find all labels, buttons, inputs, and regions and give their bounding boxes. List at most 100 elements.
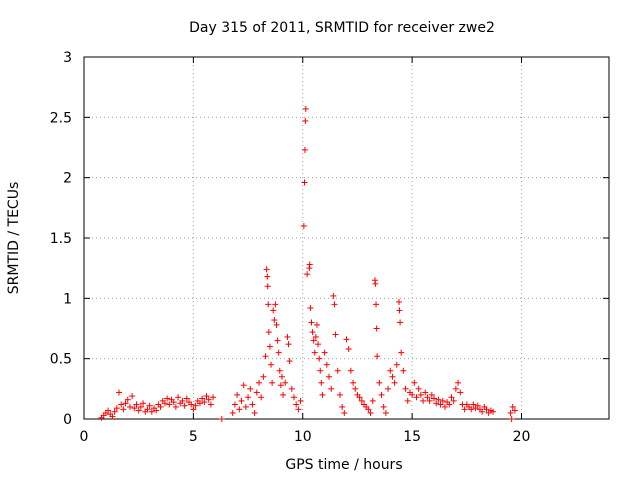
data-point xyxy=(372,280,379,287)
data-point xyxy=(378,391,385,398)
data-point xyxy=(262,353,269,360)
data-point xyxy=(126,403,133,410)
data-point xyxy=(411,379,418,386)
data-point xyxy=(275,349,282,356)
data-point xyxy=(318,379,325,386)
data-point xyxy=(245,394,252,401)
data-point xyxy=(317,367,324,374)
data-point xyxy=(339,403,346,410)
data-point xyxy=(265,301,272,308)
data-point xyxy=(188,401,195,408)
data-point xyxy=(131,405,138,412)
data-point xyxy=(269,379,276,386)
data-point xyxy=(352,385,359,392)
y-tick-label: 2 xyxy=(63,171,72,187)
data-point xyxy=(190,406,197,413)
data-point xyxy=(302,117,309,124)
data-point xyxy=(417,391,424,398)
data-point xyxy=(229,409,236,416)
data-point xyxy=(264,283,271,290)
x-tick-label: 5 xyxy=(189,429,198,445)
data-point xyxy=(511,407,518,414)
data-point xyxy=(389,373,396,380)
data-point xyxy=(413,394,420,401)
data-point xyxy=(263,266,270,273)
data-point xyxy=(288,385,295,392)
data-point xyxy=(175,394,182,401)
data-point xyxy=(148,408,155,415)
data-point xyxy=(321,349,328,356)
data-point xyxy=(205,396,212,403)
data-point xyxy=(369,397,376,404)
data-point xyxy=(192,402,199,409)
data-point xyxy=(122,400,129,407)
data-point xyxy=(278,373,285,380)
data-point xyxy=(234,391,241,398)
data-point xyxy=(271,317,278,324)
data-point xyxy=(310,337,317,344)
data-point xyxy=(422,389,429,396)
data-point xyxy=(509,403,516,410)
data-point xyxy=(196,400,203,407)
data-point xyxy=(483,406,490,413)
data-point xyxy=(304,271,311,278)
data-point xyxy=(118,401,125,408)
data-point xyxy=(268,361,275,368)
data-point xyxy=(396,298,402,305)
data-point xyxy=(286,358,293,365)
x-tick-label: 20 xyxy=(513,429,531,445)
data-point xyxy=(265,329,272,336)
data-point xyxy=(441,403,448,410)
data-point xyxy=(111,408,118,415)
data-point xyxy=(424,394,431,401)
data-point xyxy=(218,416,225,422)
data-point xyxy=(172,403,179,410)
data-point xyxy=(373,301,380,308)
data-point xyxy=(170,399,177,406)
data-point xyxy=(295,406,302,413)
data-point xyxy=(124,396,131,403)
data-point xyxy=(376,379,383,386)
data-point xyxy=(312,333,319,340)
y-tick-label: 1 xyxy=(63,291,72,307)
data-point xyxy=(311,349,318,356)
y-tick-label: 0.5 xyxy=(50,352,72,368)
data-point xyxy=(203,393,210,400)
data-point xyxy=(253,389,260,396)
data-point xyxy=(397,319,404,326)
y-tick-label: 1.5 xyxy=(50,231,72,247)
data-point xyxy=(470,401,477,408)
data-point xyxy=(293,401,300,408)
data-point xyxy=(144,406,151,413)
data-point xyxy=(507,409,514,416)
data-point xyxy=(319,391,326,398)
data-point xyxy=(431,395,437,402)
data-point xyxy=(129,393,136,400)
y-tick-label: 0 xyxy=(63,412,72,428)
data-point xyxy=(282,379,289,386)
data-point xyxy=(343,336,350,343)
x-tick-label: 10 xyxy=(294,429,312,445)
data-point xyxy=(301,146,308,153)
y-tick-label: 2.5 xyxy=(50,110,72,126)
data-point xyxy=(272,301,279,308)
data-point xyxy=(439,397,446,404)
data-point xyxy=(479,408,486,415)
data-point xyxy=(380,403,387,410)
data-point xyxy=(474,402,481,409)
data-point xyxy=(164,395,171,402)
data-point xyxy=(356,394,363,401)
data-point xyxy=(116,389,122,396)
data-point xyxy=(146,402,153,409)
data-point xyxy=(297,397,304,404)
data-point xyxy=(309,329,316,336)
data-point xyxy=(409,391,416,398)
data-point xyxy=(270,307,277,314)
data-point xyxy=(332,331,339,338)
data-point xyxy=(457,389,464,396)
data-point xyxy=(326,373,332,380)
data-point xyxy=(350,379,357,386)
data-point xyxy=(328,385,335,392)
data-point xyxy=(201,399,208,406)
